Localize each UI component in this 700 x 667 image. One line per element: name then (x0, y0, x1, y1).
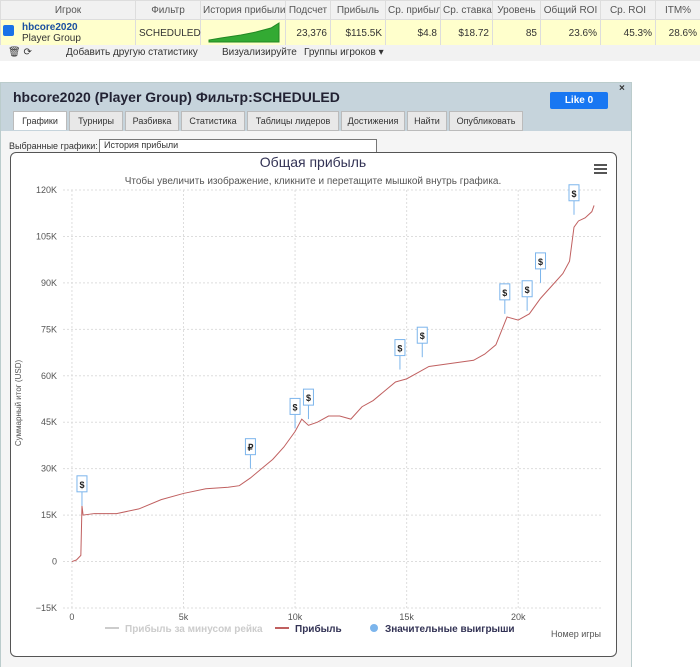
legend-label: Значительные выигрыши (385, 624, 515, 635)
add-stat[interactable]: Добавить другую статистику (66, 47, 198, 58)
menu[interactable] (594, 164, 607, 174)
column-header[interactable]: Ср. ROI (601, 1, 656, 20)
y-tick-label: 60K (41, 371, 57, 381)
legend-label: Прибыль (295, 623, 342, 635)
avg-stake: $18.72 (441, 20, 493, 47)
chart-box: Общая прибыль Чтобы увеличить изображени… (10, 152, 617, 657)
x-tick-label: 15k (399, 612, 414, 622)
tab[interactable]: Таблицы лидеров (247, 111, 339, 131)
y-tick-label: 45K (41, 417, 57, 427)
chart-select[interactable]: История прибыли (99, 139, 377, 153)
y-tick-label: 75K (41, 324, 57, 334)
chart-subtitle: Чтобы увеличить изображение, кликните и … (125, 175, 502, 187)
chart-title: Общая прибыль (260, 154, 366, 170)
flag-label: $ (525, 285, 530, 295)
window-title: hbcore2020 (Player Group) Фильтр:SCHEDUL… (13, 89, 340, 105)
flag-label: $ (306, 393, 311, 403)
itm: 28.6% (656, 20, 700, 47)
tab[interactable]: Опубликовать (449, 111, 523, 131)
title-bar: hbcore2020 (Player Group) Фильтр:SCHEDUL… (1, 83, 631, 131)
column-header[interactable]: Фильтр (136, 1, 201, 20)
avg-profit: $4.8 (386, 20, 441, 47)
legend-marker (370, 624, 378, 632)
avg-roi: 45.3% (601, 20, 656, 47)
column-header[interactable]: Уровень (493, 1, 541, 20)
flag-label: $ (293, 402, 298, 412)
x-tick-label: 10k (288, 612, 303, 622)
column-header[interactable]: Общий ROI (541, 1, 601, 20)
x-tick-label: 0 (69, 612, 74, 622)
column-header[interactable]: ITM% (656, 1, 700, 20)
tab[interactable]: Турниры (69, 111, 123, 131)
flag-label: $ (502, 288, 507, 298)
y-tick-label: 15K (41, 510, 57, 520)
filter: SCHEDULED (136, 20, 201, 47)
x-tick-label: 20k (511, 612, 526, 622)
flag-label: $ (397, 344, 402, 354)
x-tick-label: 5k (179, 612, 189, 622)
stats-table: ИгрокФильтрИстория прибылиПодсчетПрибыль… (0, 0, 700, 47)
y-tick-label: 0 (52, 557, 57, 567)
profit: $115.5K (331, 20, 386, 47)
player-cell[interactable]: hbcore2020Player Group (1, 20, 136, 47)
column-header[interactable]: История прибыли (201, 1, 286, 20)
y-tick-label: 120K (36, 185, 57, 195)
visualize[interactable]: Визуализируйте (222, 47, 297, 58)
column-header[interactable]: Подсчет (286, 1, 331, 20)
tab[interactable]: Достижения (341, 111, 405, 131)
tab[interactable]: Статистика (181, 111, 245, 131)
column-header[interactable]: Игрок (1, 1, 136, 20)
y-tick-label: 105K (36, 231, 57, 241)
tab[interactable]: Графики (13, 111, 67, 130)
column-header[interactable]: Ср. прибыль (386, 1, 441, 20)
close[interactable]: × (619, 83, 625, 94)
player-name[interactable]: hbcore2020 (22, 22, 78, 33)
y-tick-label: −15K (36, 603, 57, 613)
tab[interactable]: Найти (407, 111, 447, 131)
sparkline (201, 20, 286, 47)
y-tick-label: 30K (41, 464, 57, 474)
flag-label: $ (571, 189, 576, 199)
toolbar: 🗑 ⟳ Добавить другую статистику Визуализи… (0, 45, 700, 61)
player-group: Player Group (22, 33, 81, 44)
x-axis-title: Номер игры (551, 629, 601, 639)
chart: Общая прибыль Чтобы увеличить изображени… (11, 153, 616, 656)
level: 85 (493, 20, 541, 47)
like-button[interactable]: Like 0 (550, 92, 608, 109)
profit-line (72, 205, 594, 561)
column-header[interactable]: Прибыль (331, 1, 386, 20)
y-axis-title: Суммарный итог (USD) (14, 360, 23, 447)
legend-label: Прибыль за минусом рейка (125, 623, 263, 635)
flag-label: $ (420, 331, 425, 341)
flag-label: $ (538, 257, 543, 267)
tab[interactable]: Разбивка (125, 111, 179, 131)
flag-label: $ (79, 480, 84, 490)
flag-label: ₽ (248, 443, 254, 453)
y-tick-label: 90K (41, 278, 57, 288)
select-label: Выбранные графики: (9, 141, 98, 151)
total-roi: 23.6% (541, 20, 601, 47)
count: 23,376 (286, 20, 331, 47)
column-header[interactable]: Ср. ставка (441, 1, 493, 20)
player-groups[interactable]: Группы игроков ▾ (304, 47, 384, 58)
